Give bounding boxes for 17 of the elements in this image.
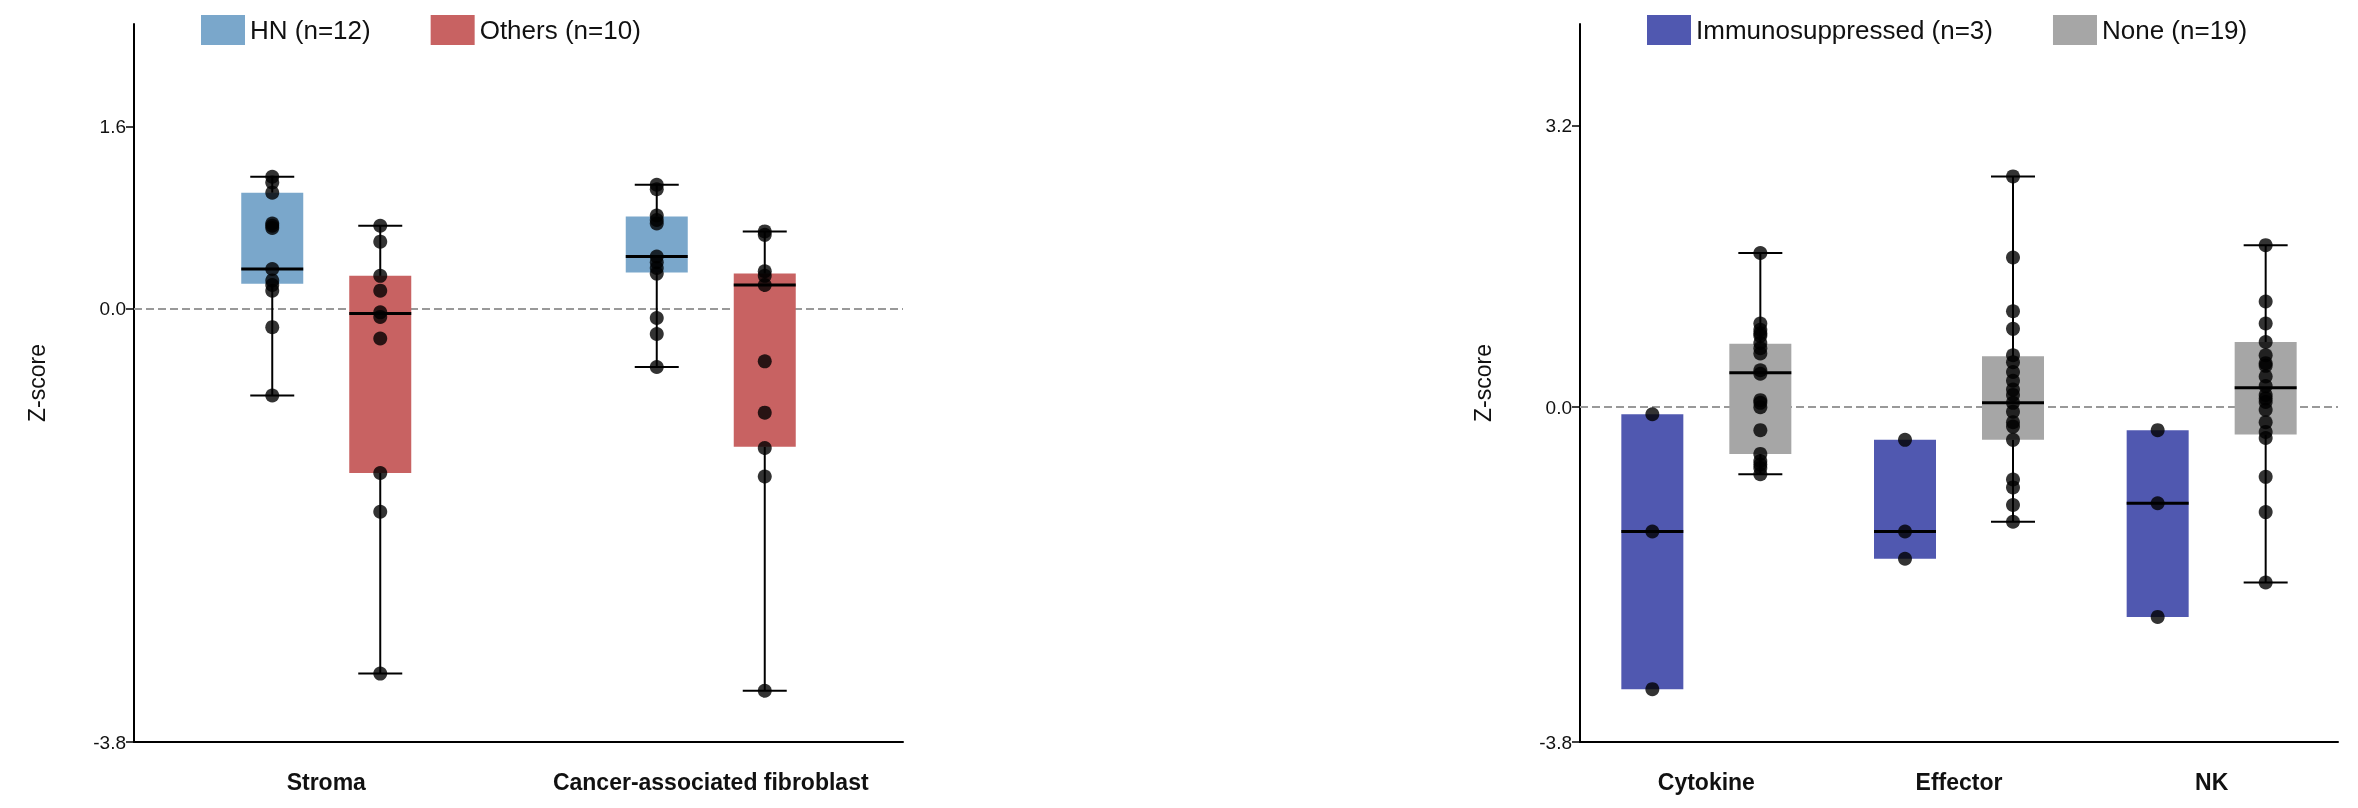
y-tick-label: 0.0 <box>1545 396 1572 418</box>
y-tick-label: 1.6 <box>99 116 126 138</box>
legend-label: Others (n=10) <box>479 15 641 45</box>
y-tick-label: 0.0 <box>99 298 126 320</box>
y-axis-title: Z-score <box>23 344 50 422</box>
x-tick-label: NK <box>2195 768 2229 795</box>
y-tick-label: -3.8 <box>93 731 126 753</box>
x-tick-label: Stroma <box>286 768 367 795</box>
legend-label: HN (n=12) <box>250 15 371 45</box>
y-tick-label: 3.2 <box>1545 114 1572 136</box>
y-axis-title: Z-score <box>1469 344 1496 422</box>
legend-label: None (n=19) <box>2101 15 2248 45</box>
x-tick-label: Cytokine <box>1657 768 1755 795</box>
y-tick-label: -3.8 <box>1539 731 1572 753</box>
legend-label: Immunosuppressed (n=3) <box>1696 15 1993 45</box>
x-tick-label: Cancer-associated fibroblast <box>552 768 869 795</box>
x-tick-label: Effector <box>1915 768 2003 795</box>
